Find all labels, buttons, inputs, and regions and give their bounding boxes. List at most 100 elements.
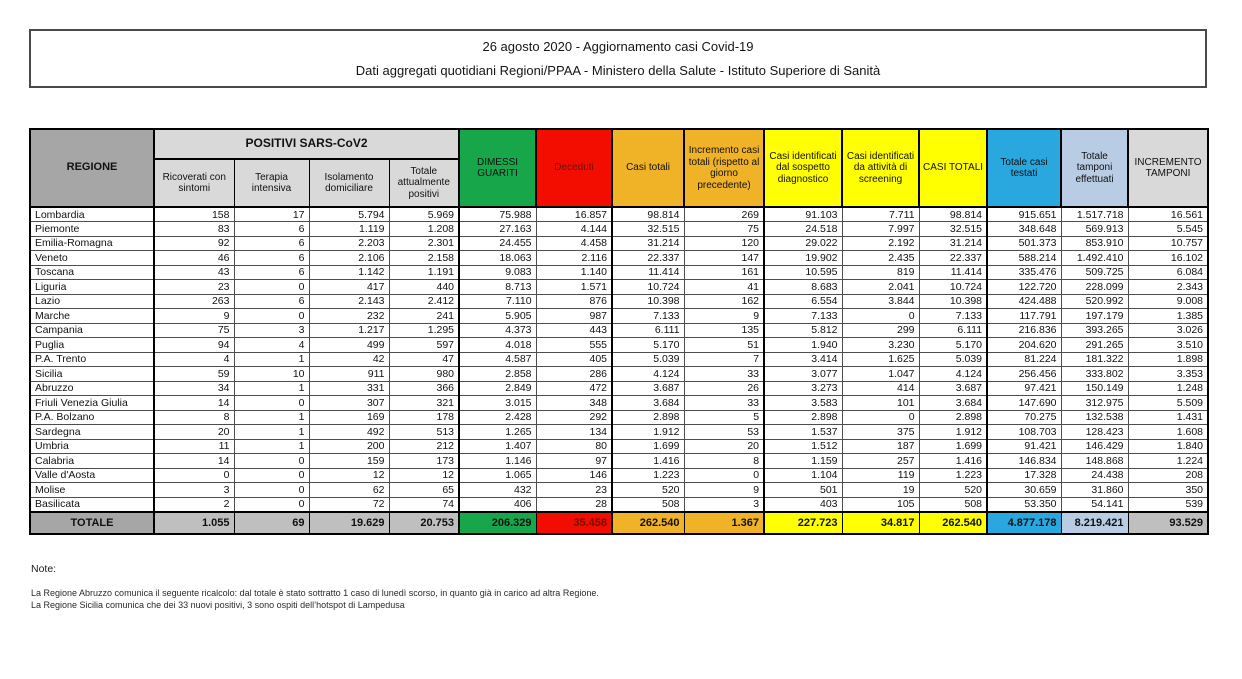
value-cell: 8.713: [458, 279, 537, 295]
total-value-cell: 262.540: [611, 510, 685, 535]
column-header-totale-casi-testati: Totale casi testati: [986, 128, 1063, 208]
table-row: Toscana 43 6 1.142 1.191 9.083 1.140 11.414 161 1…: [29, 264, 1209, 280]
value-cell: 393.265: [1060, 322, 1129, 338]
value-cell: 1.191: [388, 264, 460, 280]
value-cell: 14: [153, 453, 235, 469]
value-cell: 2.143: [308, 293, 390, 309]
value-cell: 108.703: [986, 424, 1062, 440]
column-header-casi-attivita-screening: Casi identificati da attività di screeni…: [841, 128, 921, 208]
value-cell: 492: [308, 424, 390, 440]
value-cell: 1: [233, 380, 310, 396]
value-cell: 1.146: [458, 453, 537, 469]
value-cell: 8: [683, 453, 765, 469]
value-cell: 28: [535, 496, 613, 512]
value-cell: 2.116: [535, 250, 613, 266]
value-cell: 75.988: [458, 206, 537, 222]
value-cell: 178: [388, 409, 460, 425]
total-value-cell: 93.529: [1127, 510, 1209, 535]
covid-data-table: REGIONE POSITIVI SARS-CoV2 DIMESSI GUARI…: [29, 128, 1210, 535]
total-value-cell: 227.723: [763, 510, 843, 535]
value-cell: 232: [308, 308, 390, 324]
value-cell: 6: [233, 293, 310, 309]
value-cell: 72: [308, 496, 390, 512]
value-cell: 853.910: [1060, 235, 1129, 251]
value-cell: 1.517.718: [1060, 206, 1129, 222]
table-row: Puglia 94 4 499 597 4.018 555 5.170 51 1.940 3.230…: [29, 337, 1209, 353]
value-cell: 134: [535, 424, 613, 440]
total-value-cell: 20.753: [388, 510, 460, 535]
value-cell: 51: [683, 337, 765, 353]
value-cell: 1.416: [611, 453, 685, 469]
value-cell: 4.124: [611, 366, 685, 382]
value-cell: 1: [233, 424, 310, 440]
table-row: Marche 9 0 232 241 5.905 987 7.133 9 7.133 0 7.133 1…: [29, 308, 1209, 324]
value-cell: 1.571: [535, 279, 613, 295]
total-value-cell: 4.877.178: [986, 510, 1062, 535]
total-value-cell: 262.540: [918, 510, 988, 535]
column-header-deceduti: Deceduti: [535, 128, 614, 208]
value-cell: 1.416: [918, 453, 988, 469]
value-cell: 307: [308, 395, 390, 411]
value-cell: 31.214: [611, 235, 685, 251]
value-cell: 0: [841, 409, 920, 425]
value-cell: 197.179: [1060, 308, 1129, 324]
value-cell: 915.651: [986, 206, 1062, 222]
value-cell: 1.912: [918, 424, 988, 440]
column-header-terapia-intensiva: Terapia intensiva: [233, 158, 310, 208]
value-cell: 1.208: [388, 221, 460, 237]
value-cell: 1: [233, 438, 310, 454]
value-cell: 27.163: [458, 221, 537, 237]
value-cell: 7.133: [918, 308, 988, 324]
value-cell: 3.077: [763, 366, 843, 382]
value-cell: 4.373: [458, 322, 537, 338]
value-cell: 348.648: [986, 221, 1062, 237]
value-cell: 19: [841, 482, 920, 498]
region-name-cell: Marche: [29, 308, 155, 324]
table-row: Sicilia 59 10 911 980 2.858 286 4.124 33 3.077 1.0…: [29, 366, 1209, 382]
value-cell: 569.913: [1060, 221, 1129, 237]
column-header-ricoverati-con-sintomi: Ricoverati con sintomi: [153, 158, 235, 208]
value-cell: 5.039: [611, 351, 685, 367]
table-row: Piemonte 83 6 1.119 1.208 27.163 4.144 32.515 75…: [29, 221, 1209, 237]
value-cell: 7.133: [763, 308, 843, 324]
value-cell: 5.905: [458, 308, 537, 324]
value-cell: 417: [308, 279, 390, 295]
value-cell: 335.476: [986, 264, 1062, 280]
value-cell: 333.802: [1060, 366, 1129, 382]
value-cell: 331: [308, 380, 390, 396]
value-cell: 23: [535, 482, 613, 498]
region-name-cell: Liguria: [29, 279, 155, 295]
region-name-cell: P.A. Trento: [29, 351, 155, 367]
value-cell: 24.438: [1060, 467, 1129, 483]
value-cell: 94: [153, 337, 235, 353]
value-cell: 146.834: [986, 453, 1062, 469]
total-value-cell: 19.629: [308, 510, 390, 535]
value-cell: 1.840: [1127, 438, 1209, 454]
value-cell: 520: [611, 482, 685, 498]
value-cell: 9.008: [1127, 293, 1209, 309]
value-cell: 70.275: [986, 409, 1062, 425]
value-cell: 33: [683, 395, 765, 411]
value-cell: 3.687: [611, 380, 685, 396]
value-cell: 403: [763, 496, 843, 512]
value-cell: 1.431: [1127, 409, 1209, 425]
value-cell: 117.791: [986, 308, 1062, 324]
value-cell: 216.836: [986, 322, 1062, 338]
value-cell: 348: [535, 395, 613, 411]
region-name-cell: Veneto: [29, 250, 155, 266]
value-cell: 406: [458, 496, 537, 512]
value-cell: 159: [308, 453, 390, 469]
value-cell: 520: [918, 482, 988, 498]
total-value-cell: 8.219.421: [1060, 510, 1129, 535]
value-cell: 97.421: [986, 380, 1062, 396]
value-cell: 10.398: [611, 293, 685, 309]
value-cell: 819: [841, 264, 920, 280]
note-line-abruzzo: La Regione Abruzzo comunica il seguente …: [31, 588, 599, 598]
value-cell: 5.039: [918, 351, 988, 367]
value-cell: 1.248: [1127, 380, 1209, 396]
region-name-cell: P.A. Bolzano: [29, 409, 155, 425]
value-cell: 16.102: [1127, 250, 1209, 266]
value-cell: 588.214: [986, 250, 1062, 266]
value-cell: 375: [841, 424, 920, 440]
value-cell: 32.515: [918, 221, 988, 237]
